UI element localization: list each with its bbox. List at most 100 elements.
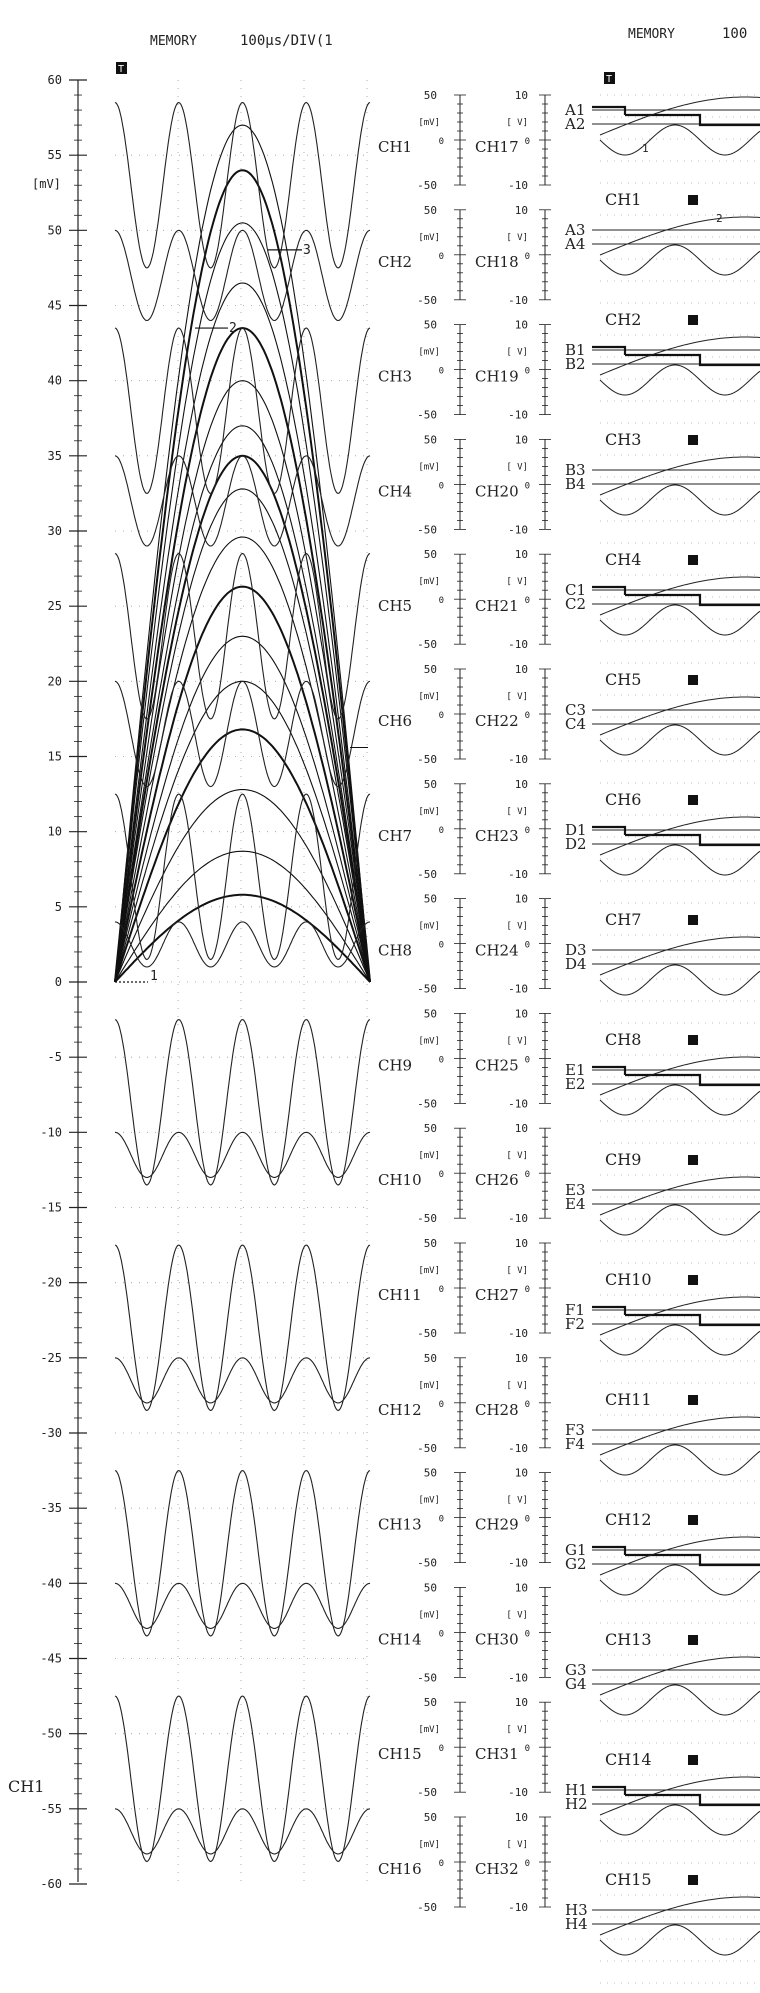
sine-waveform <box>114 1470 371 1637</box>
analog-scale-top: 50 <box>424 1237 437 1250</box>
right-cursor-1-label: 1 <box>642 142 649 155</box>
logic-scale-top: 10 <box>515 1467 528 1480</box>
analog-channel-label: CH3 <box>378 368 412 386</box>
panel-label-lower: A2 <box>564 115 585 133</box>
logic-scale-zero: 0 <box>525 1400 530 1410</box>
panel-label-upper: E3 <box>565 1181 586 1199</box>
analog-scale-bottom: -50 <box>417 179 437 192</box>
panel-logic-trace <box>592 105 760 127</box>
arch-waveform <box>114 585 371 983</box>
analog-channel-label: CH2 <box>378 253 412 271</box>
panel-arc-trace <box>599 1056 760 1096</box>
trigger-marker-left <box>116 62 127 74</box>
logic-channel-label: CH24 <box>475 942 519 960</box>
analog-scale-zero: 0 <box>439 1515 444 1525</box>
header-timebase-right: 100 <box>722 26 747 42</box>
main-axis-tick-label: 35 <box>48 449 62 463</box>
analog-scale-zero: 0 <box>439 596 444 606</box>
panel-logic-trace <box>592 585 760 607</box>
scale-block: 50 [mV] 0 -50 CH16 10 [ V] 0 -10 CH32 <box>378 1811 551 1914</box>
panel-label-lower: G2 <box>565 1555 587 1573</box>
logic-channel-label: CH27 <box>475 1286 519 1304</box>
panel-arc-trace <box>599 1536 760 1576</box>
logic-scale-unit: [ V] <box>506 118 528 128</box>
logic-scale-top: 10 <box>515 778 528 791</box>
logic-channel-label: CH28 <box>475 1401 519 1419</box>
logic-scale-zero: 0 <box>525 1515 530 1525</box>
panel-channel-label: CH3 <box>605 430 641 449</box>
analog-scale-top: 50 <box>424 548 437 561</box>
trigger-marker-right <box>604 72 615 84</box>
panel-label-lower: B4 <box>565 475 586 493</box>
panel-channel-label: CH13 <box>605 1630 652 1649</box>
arch-waveform <box>114 124 371 983</box>
analog-scale-bottom: -50 <box>417 1327 437 1340</box>
panel-logic-trace <box>592 825 760 847</box>
panel-sine-trace <box>599 1444 760 1476</box>
analog-scale-unit: [mV] <box>418 807 440 817</box>
panel-arc-trace <box>599 1656 760 1696</box>
arch-waveform <box>114 635 371 983</box>
cursor-1-label: 1 <box>150 969 158 984</box>
panel-channel-label: CH5 <box>605 670 641 689</box>
panel-channel-marker <box>688 1755 698 1765</box>
sine-waveform <box>114 327 371 494</box>
sine-waveform <box>114 1131 371 1178</box>
logic-scale-bottom: -10 <box>508 1442 528 1455</box>
main-axis-tick-label: -60 <box>40 1877 62 1891</box>
panel-channel-marker <box>688 1275 698 1285</box>
panel-sine-trace <box>599 844 760 876</box>
logic-scale-unit: [ V] <box>506 807 528 817</box>
panel-label-upper: A3 <box>564 221 585 239</box>
analog-scale-unit: [mV] <box>418 1036 440 1046</box>
logic-scale-top: 10 <box>515 1811 528 1824</box>
panel-channel-label: CH16 <box>605 1990 652 1993</box>
logic-scale-bottom: -10 <box>508 1557 528 1570</box>
analog-scale-top: 50 <box>424 663 437 676</box>
panel-label-upper: G3 <box>565 1661 587 1679</box>
analog-channel-label: CH9 <box>378 1056 412 1074</box>
logic-scale-bottom: -10 <box>508 1671 528 1684</box>
sine-waveform <box>114 793 371 961</box>
panel-label-upper: F3 <box>565 1421 585 1439</box>
analog-channel-label: CH4 <box>378 482 412 500</box>
arch-waveform <box>114 488 371 983</box>
panel-channel-label: CH6 <box>605 790 641 809</box>
scale-block: 50 [mV] 0 -50 CH1 10 [ V] 0 -10 CH17 <box>378 89 551 192</box>
main-axis-tick-label: -5 <box>48 1050 62 1064</box>
logic-channel-label: CH18 <box>475 253 519 271</box>
analog-channel-label: CH7 <box>378 827 412 845</box>
analog-scale-top: 50 <box>424 1352 437 1365</box>
sine-waveform <box>114 1244 371 1412</box>
analog-scale-unit: [mV] <box>418 462 440 472</box>
main-axis-tick-label: 20 <box>48 674 62 688</box>
main-axis-tick-label: 60 <box>48 73 62 87</box>
analog-scale-unit: [mV] <box>418 692 440 702</box>
analog-channel-label: CH8 <box>378 942 412 960</box>
sine-waveform <box>114 921 371 968</box>
analog-scale-bottom: -50 <box>417 523 437 536</box>
logic-channel-label: CH29 <box>475 1516 519 1534</box>
analog-scale-bottom: -50 <box>417 409 437 422</box>
analog-channel-label: CH12 <box>378 1401 422 1419</box>
logic-scale-zero: 0 <box>525 137 530 147</box>
analog-scale-bottom: -50 <box>417 1442 437 1455</box>
analog-scale-zero: 0 <box>439 1055 444 1065</box>
main-axis-tick-label: 50 <box>48 223 62 237</box>
logic-scale-zero: 0 <box>525 826 530 836</box>
main-axis-tick-label: -25 <box>40 1351 62 1365</box>
sine-waveform <box>114 1582 371 1629</box>
analog-scale-zero: 0 <box>439 367 444 377</box>
analog-scale-unit: [mV] <box>418 233 440 243</box>
panel-label-upper: D3 <box>565 941 587 959</box>
cursor-3-label: 3 <box>303 243 311 258</box>
analog-scale-zero: 0 <box>439 711 444 721</box>
